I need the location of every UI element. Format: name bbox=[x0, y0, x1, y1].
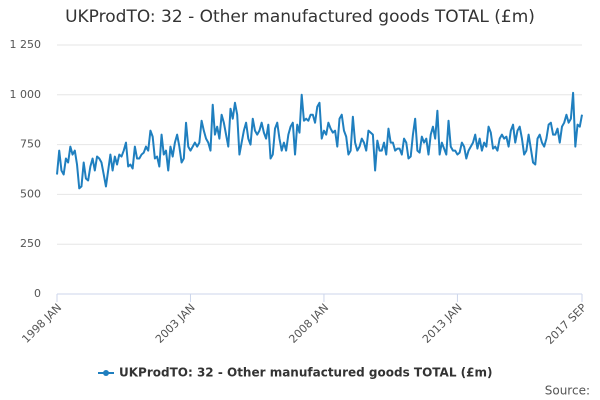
y-tick-label: 1 000 bbox=[10, 88, 42, 101]
x-tick-label: 2008 JAN bbox=[286, 301, 331, 346]
chart-title: UKProdTO: 32 - Other manufactured goods … bbox=[65, 7, 535, 27]
y-tick-label: 0 bbox=[34, 287, 41, 300]
x-tick-label: 2003 JAN bbox=[153, 301, 198, 346]
x-tick-label: 2017 SEP bbox=[543, 301, 589, 347]
data-line bbox=[56, 91, 583, 190]
x-tick-label: 1998 JAN bbox=[19, 301, 64, 346]
y-tick-label: 1 250 bbox=[10, 38, 42, 51]
y-tick-label: 500 bbox=[20, 187, 41, 200]
source: Source: bbox=[545, 384, 590, 398]
legend-label: UKProdTO: 32 - Other manufactured goods … bbox=[119, 366, 493, 380]
legend-marker bbox=[103, 370, 109, 376]
y-tick-label: 750 bbox=[20, 138, 41, 151]
x-tick-label: 2013 JAN bbox=[420, 301, 465, 346]
y-tick-label: 250 bbox=[20, 237, 41, 250]
